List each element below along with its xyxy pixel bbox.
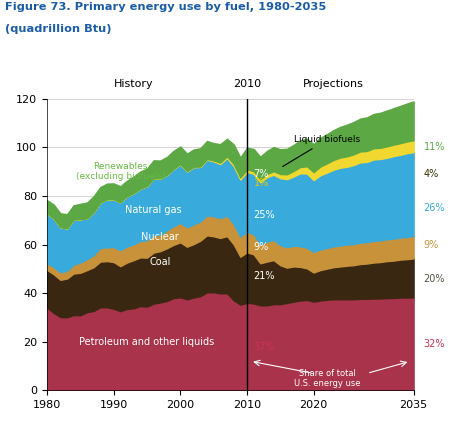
Text: 1%: 1% — [254, 178, 269, 187]
Text: 25%: 25% — [254, 210, 275, 221]
Text: 9%: 9% — [423, 239, 439, 250]
Text: 20%: 20% — [423, 274, 445, 284]
Text: 4%: 4% — [423, 169, 439, 179]
Text: Nuclear: Nuclear — [141, 232, 179, 242]
Text: Liquid biofuels: Liquid biofuels — [282, 136, 360, 166]
Text: (quadrillion Btu): (quadrillion Btu) — [5, 24, 111, 33]
Text: 37%: 37% — [254, 341, 275, 352]
Text: Coal: Coal — [149, 257, 171, 266]
Text: Share of total
U.S. energy use: Share of total U.S. energy use — [294, 369, 360, 388]
Text: 9%: 9% — [254, 242, 269, 252]
Text: 26%: 26% — [423, 203, 445, 213]
Text: 11%: 11% — [423, 142, 445, 152]
Text: 32%: 32% — [423, 339, 445, 349]
Text: Projections: Projections — [303, 79, 364, 89]
Text: History: History — [114, 79, 154, 89]
Text: Natural gas: Natural gas — [125, 205, 182, 215]
Text: 2010: 2010 — [233, 79, 261, 89]
Text: Petroleum and other liquids: Petroleum and other liquids — [79, 337, 215, 347]
Text: 21%: 21% — [254, 271, 275, 281]
Text: Figure 73. Primary energy use by fuel, 1980-2035: Figure 73. Primary energy use by fuel, 1… — [5, 2, 326, 12]
Text: 7%: 7% — [254, 169, 269, 179]
Text: Renewables
(excluding biofuels): Renewables (excluding biofuels) — [76, 162, 165, 181]
